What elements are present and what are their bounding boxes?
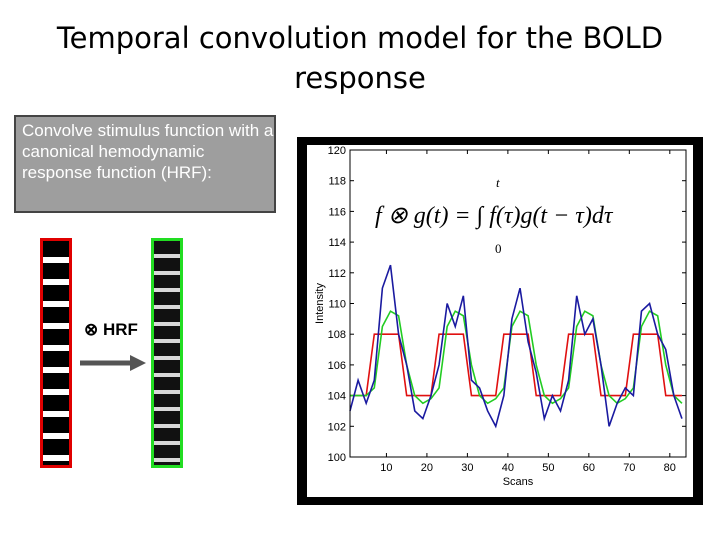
x-tick-label: 10 (380, 462, 392, 474)
x-tick-label: 20 (421, 462, 433, 474)
formula-lower: 0 (495, 241, 502, 256)
stimulus-column (40, 238, 72, 468)
y-tick-label: 102 (328, 421, 346, 433)
y-tick-label: 110 (328, 299, 346, 311)
y-tick-label: 108 (328, 329, 346, 341)
x-axis-label: Scans (503, 476, 534, 488)
plot-border (349, 149, 687, 458)
y-axis-label: Intensity (314, 283, 326, 324)
chart-background (307, 145, 693, 497)
formula: f ⊗ g(t) = ∫ f(τ)g(t − τ)dτ (375, 203, 614, 230)
y-tick-label: 114 (328, 237, 346, 249)
response-column (151, 238, 183, 468)
x-tick-label: 40 (502, 462, 514, 474)
x-tick-label: 80 (664, 462, 676, 474)
chart: 100 102 104 106 108 110 112 114 116 118 120 10 20 30 4… (297, 137, 703, 505)
data-line (350, 333, 682, 397)
formula-upper: t (496, 175, 500, 190)
x-tick-label: 60 (583, 462, 595, 474)
y-tick-label: 106 (328, 360, 346, 372)
x-tick-label: 30 (461, 462, 473, 474)
data-line (349, 264, 683, 429)
y-tick-label: 118 (328, 176, 346, 188)
arrow-head (130, 355, 146, 371)
slide-title: Temporal convolution model for the BOLD … (56, 21, 664, 95)
hrf-label: ⊗ HRF (84, 320, 138, 339)
y-tick-label: 112 (328, 268, 346, 280)
x-tick-label: 50 (542, 462, 554, 474)
y-tick-label: 116 (328, 206, 346, 218)
text-box: Convolve stimulus function with a canoni… (14, 115, 276, 213)
x-tick-label: 70 (623, 462, 635, 474)
y-tick-label: 104 (328, 391, 346, 403)
y-tick-label: 120 (328, 145, 346, 157)
y-tick-label: 100 (328, 452, 346, 464)
